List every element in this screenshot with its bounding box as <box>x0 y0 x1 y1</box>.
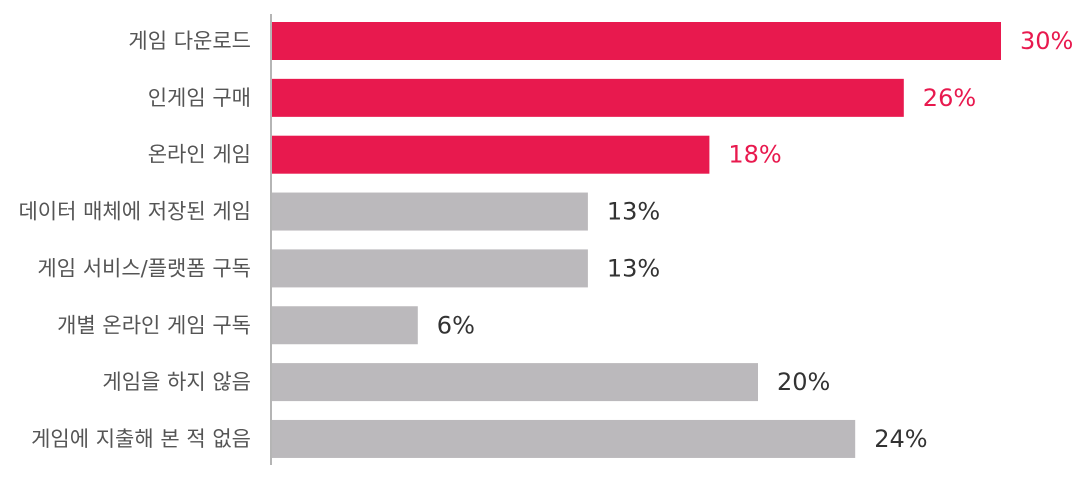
value-label: 13% <box>607 254 660 282</box>
category-label: 개별 온라인 게임 구독 <box>57 313 251 337</box>
value-label: 6% <box>437 311 475 339</box>
value-label: 30% <box>1020 27 1073 55</box>
value-label: 18% <box>728 141 781 169</box>
category-label: 데이터 매체에 저장된 게임 <box>18 200 251 224</box>
category-label: 게임 서비스/플랫폼 구독 <box>37 256 251 280</box>
bar-highlighted <box>272 22 1001 60</box>
value-label: 24% <box>874 425 927 453</box>
category-label: 게임에 지출해 본 적 없음 <box>31 427 251 451</box>
bar <box>272 419 856 458</box>
bar-highlighted <box>272 78 904 117</box>
category-label: 게임 다운로드 <box>128 29 251 53</box>
bar <box>272 249 588 288</box>
value-label: 13% <box>607 198 660 226</box>
value-label: 26% <box>923 84 976 112</box>
bars-group: 게임 다운로드 30% 인게임 구매 26% 온라인 게임 18% 데이터 매체에 저장된 … <box>18 22 1073 458</box>
category-label: 온라인 게임 <box>148 143 251 167</box>
bar <box>272 363 758 402</box>
category-label: 인게임 구매 <box>148 86 251 110</box>
bar <box>272 306 418 345</box>
value-label: 20% <box>777 368 830 396</box>
bar <box>272 192 588 231</box>
category-label: 게임을 하지 않음 <box>102 370 251 394</box>
bar-highlighted <box>272 135 710 174</box>
